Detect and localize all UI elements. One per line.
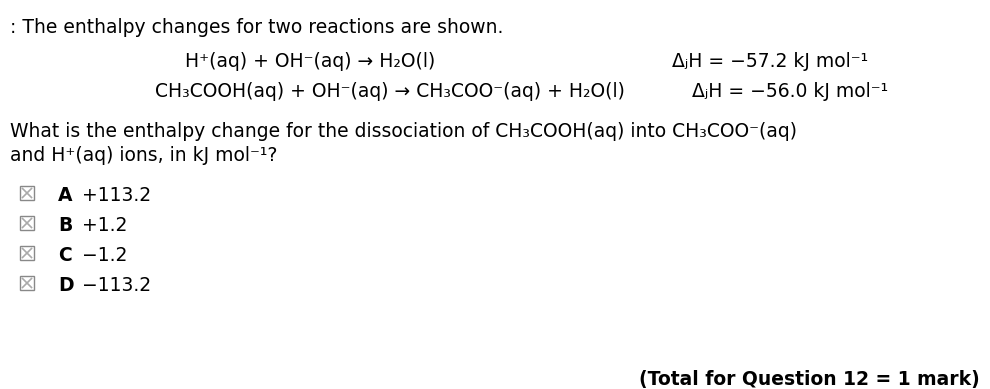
Text: +1.2: +1.2 [82, 216, 128, 235]
Text: ΔⱼH = −56.0 kJ mol⁻¹: ΔⱼH = −56.0 kJ mol⁻¹ [692, 82, 888, 101]
Text: (Total for Question 12 = 1 mark): (Total for Question 12 = 1 mark) [640, 370, 980, 389]
Text: and H⁺(aq) ions, in kJ mol⁻¹?: and H⁺(aq) ions, in kJ mol⁻¹? [10, 146, 277, 165]
Text: C: C [58, 246, 71, 265]
Text: D: D [58, 276, 73, 295]
Text: CH₃COOH(aq) + OH⁻(aq) → CH₃COO⁻(aq) + H₂O(l): CH₃COOH(aq) + OH⁻(aq) → CH₃COO⁻(aq) + H₂… [155, 82, 625, 101]
Text: : The enthalpy changes for two reactions are shown.: : The enthalpy changes for two reactions… [10, 18, 503, 37]
Text: B: B [58, 216, 72, 235]
Text: ΔⱼH = −57.2 kJ mol⁻¹: ΔⱼH = −57.2 kJ mol⁻¹ [672, 52, 868, 71]
Bar [20, 216, 34, 230]
Bar [20, 186, 34, 200]
Text: −1.2: −1.2 [82, 246, 128, 265]
Bar [20, 276, 34, 290]
Text: −113.2: −113.2 [82, 276, 151, 295]
Text: A: A [58, 186, 72, 205]
Text: +113.2: +113.2 [82, 186, 151, 205]
Text: H⁺(aq) + OH⁻(aq) → H₂O(l): H⁺(aq) + OH⁻(aq) → H₂O(l) [185, 52, 436, 71]
Text: What is the enthalpy change for the dissociation of CH₃COOH(aq) into CH₃COO⁻(aq): What is the enthalpy change for the diss… [10, 122, 797, 141]
Bar [20, 246, 34, 260]
